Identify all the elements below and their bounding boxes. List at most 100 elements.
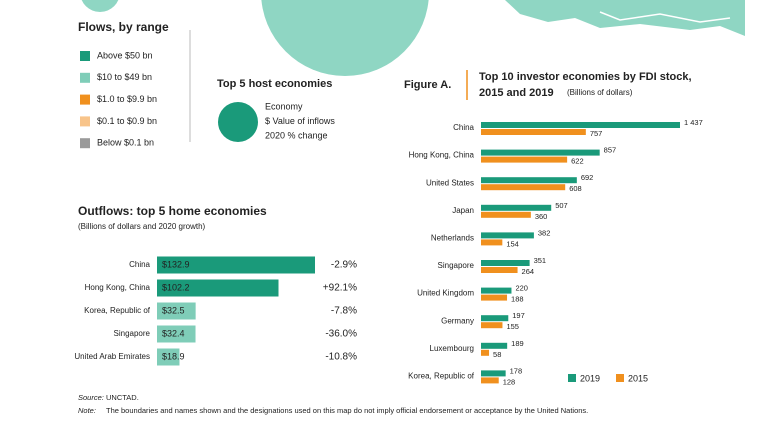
bar <box>157 256 315 274</box>
chart-title: Outflows: top 5 home economies <box>78 204 267 218</box>
bar <box>481 204 552 211</box>
value-label: 507 <box>555 201 568 210</box>
bar <box>481 377 499 384</box>
bar <box>481 349 490 356</box>
legend-swatch <box>80 116 90 127</box>
note-label: Note: <box>78 406 96 415</box>
legend-symbol <box>218 102 258 142</box>
legend-swatch <box>80 94 90 105</box>
y-tick-label: Korea, Republic of <box>84 306 151 315</box>
bar <box>481 177 577 184</box>
y-tick-label: China <box>453 123 474 132</box>
bar <box>157 348 180 366</box>
y-tick-label: Hong Kong, China <box>85 283 151 292</box>
y-tick-label: China <box>129 260 150 269</box>
legend-title: Flows, by range <box>78 20 169 34</box>
y-tick-label: Singapore <box>438 261 475 270</box>
value-label: $32.4 <box>162 328 185 338</box>
legend-swatch <box>80 51 90 61</box>
bar <box>157 325 196 343</box>
y-tick-label: Japan <box>452 206 474 215</box>
y-tick-label: Hong Kong, China <box>409 151 475 160</box>
bar <box>481 260 530 266</box>
map-land <box>505 0 745 36</box>
note: The boundaries and names shown and the d… <box>106 406 588 415</box>
legend-label: $ Value of inflows <box>265 116 335 126</box>
value-label: 220 <box>515 284 528 293</box>
chart-title: Top 10 investor economies by FDI stock, <box>479 71 692 83</box>
legend-label: $1.0 to $9.9 bn <box>97 94 157 104</box>
y-tick-label: Netherlands <box>431 234 474 243</box>
bar <box>481 315 509 322</box>
value-label: $18.9 <box>162 351 185 361</box>
bar <box>481 232 534 239</box>
y-tick-label: United States <box>426 178 474 187</box>
value-label: 154 <box>506 239 519 248</box>
y-tick-label: Germany <box>441 316 474 325</box>
value-label: 1 437 <box>684 118 703 127</box>
bar <box>481 122 680 128</box>
value-label: 197 <box>512 311 525 320</box>
value-label: 128 <box>503 377 516 386</box>
source: UNCTAD. <box>106 393 139 402</box>
bar <box>481 184 566 191</box>
y-tick-label: Luxembourg <box>430 344 474 353</box>
value-label: 622 <box>571 157 584 166</box>
value-label: 360 <box>535 212 548 221</box>
legend-label: Economy <box>265 101 303 111</box>
chart-subtitle: (Billions of dollars and 2020 growth) <box>78 222 206 231</box>
y-tick-label: Singapore <box>114 329 151 338</box>
legend-label: Below $0.1 bn <box>97 138 154 148</box>
legend-label: Above $50 bn <box>97 50 153 60</box>
chart-title: 2015 and 2019 <box>479 87 554 99</box>
change-label: -7.8% <box>331 306 357 317</box>
bar <box>157 279 279 297</box>
legend-swatch <box>568 374 576 382</box>
value-label: 757 <box>590 129 603 138</box>
value-label: 188 <box>511 295 524 304</box>
bar <box>481 156 568 163</box>
legend-label: 2019 <box>580 373 600 383</box>
legend-label: 2015 <box>628 373 648 383</box>
value-label: 58 <box>493 350 501 359</box>
y-tick-label: United Arab Emirates <box>74 352 150 361</box>
bar <box>481 211 531 218</box>
value-label: $102.2 <box>162 282 190 292</box>
bar <box>157 302 196 320</box>
change-label: -36.0% <box>325 329 357 340</box>
value-label: 857 <box>604 146 617 155</box>
bar <box>481 322 503 329</box>
source-label: Source: <box>78 393 104 402</box>
legend-swatch <box>80 72 90 83</box>
value-label: 178 <box>510 366 523 375</box>
legend-swatch <box>80 138 90 149</box>
bar <box>481 129 586 135</box>
value-label: $132.9 <box>162 259 190 269</box>
figure-label: Figure A. <box>404 79 451 91</box>
legend-swatch <box>616 374 624 382</box>
bar <box>481 149 600 156</box>
y-tick-label: Korea, Republic of <box>408 372 475 381</box>
value-label: 264 <box>522 267 535 276</box>
value-label: 351 <box>534 256 547 265</box>
map-border <box>599 11 731 23</box>
legend-label: $10 to $49 bn <box>97 72 152 82</box>
value-label: 155 <box>506 322 519 331</box>
legend-label: $0.1 to $0.9 bn <box>97 116 157 126</box>
value-label: 608 <box>569 184 582 193</box>
bar <box>481 239 503 246</box>
bar <box>481 294 508 301</box>
bar <box>481 342 508 349</box>
legend-title: Top 5 host economies <box>217 78 332 90</box>
value-label: $32.5 <box>162 305 185 315</box>
bar <box>481 370 506 377</box>
map-bubble <box>81 0 119 12</box>
chart-subtitle: (Billions of dollars) <box>567 88 633 97</box>
bar <box>481 267 518 273</box>
change-label: -2.9% <box>331 260 357 271</box>
bar <box>481 287 512 294</box>
change-label: -10.8% <box>325 352 357 363</box>
value-label: 382 <box>538 228 551 237</box>
value-label: 189 <box>511 339 524 348</box>
